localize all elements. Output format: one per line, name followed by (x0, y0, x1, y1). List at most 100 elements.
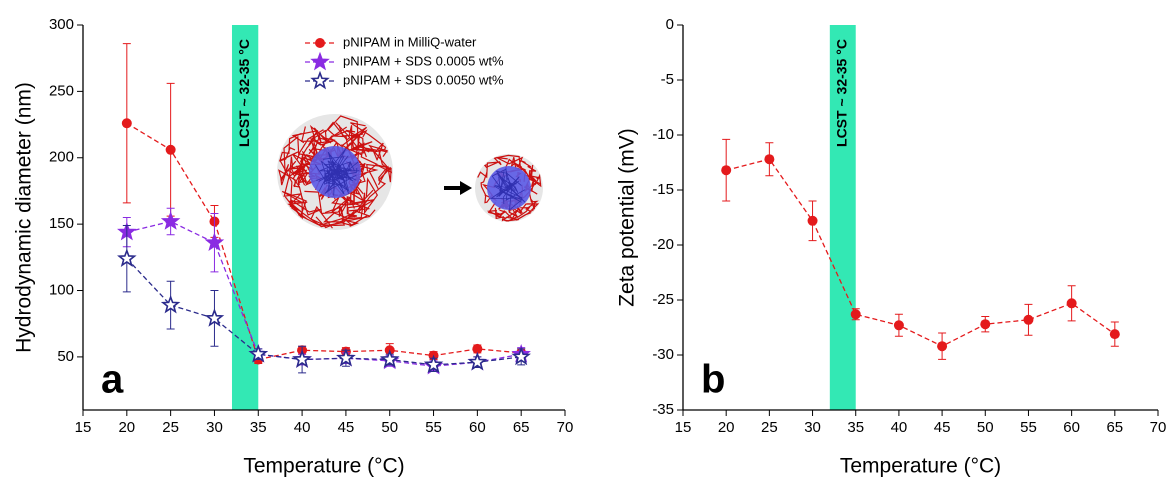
data-point (336, 347, 356, 367)
x-tick-label: 20 (718, 419, 735, 436)
data-point (117, 248, 137, 267)
y-tick-label: 250 (49, 82, 74, 99)
core-chain (495, 170, 526, 201)
x-tick-label: 55 (1020, 419, 1037, 436)
x-tick-label: 30 (804, 419, 821, 436)
data-point (160, 294, 181, 314)
polymer-chain (304, 190, 349, 215)
polymer-chain (296, 135, 349, 161)
data-point (467, 351, 488, 371)
polymer-chain (283, 156, 303, 206)
legend-label: pNIPAM + SDS 0.0050 wt% (343, 72, 504, 87)
y-tick-label: 200 (49, 149, 74, 166)
polymer-chain (350, 122, 387, 160)
y-tick-label: -25 (652, 291, 674, 308)
core-chain (324, 152, 341, 182)
legend-marker (310, 51, 330, 71)
polymer-chain (291, 165, 307, 186)
y-tick-label: -30 (652, 346, 674, 363)
series-line (126, 220, 522, 367)
polymer-chain (477, 161, 499, 179)
polymer-chain (327, 115, 370, 153)
panel-label: a (101, 358, 124, 402)
data-point (292, 349, 312, 368)
data-point (980, 319, 991, 330)
series-line (126, 122, 522, 361)
polymer-chain (315, 210, 371, 229)
data-point (248, 343, 269, 363)
data-point (472, 343, 483, 354)
x-tick-label: 40 (891, 419, 908, 436)
y-tick-label: -5 (661, 71, 674, 88)
x-tick-label: 65 (1106, 419, 1123, 436)
x-tick-label: 45 (338, 419, 355, 436)
polymer-chain (300, 124, 332, 177)
polymer-chain (529, 164, 542, 188)
data-point (1023, 314, 1034, 325)
y-axis-title: Zeta potential (mV) (616, 128, 639, 307)
legend-label: pNIPAM + SDS 0.0005 wt% (343, 53, 504, 68)
core-chain (319, 163, 360, 180)
legend-label: pNIPAM in MilliQ-water (343, 34, 477, 49)
polymer-chain (335, 122, 373, 152)
x-tick-label: 55 (425, 419, 442, 436)
y-axis-title: Hydrodynamic diameter (nm) (13, 82, 36, 353)
x-tick-label: 60 (469, 419, 486, 436)
x-tick-label: 65 (513, 419, 530, 436)
data-point (160, 211, 181, 230)
x-axis-title: Temperature (°C) (840, 455, 1001, 478)
series-line (726, 158, 1116, 347)
data-point (204, 232, 225, 252)
polymer-chain (510, 157, 534, 180)
data-point (379, 349, 400, 368)
x-tick-label: 35 (250, 419, 267, 436)
data-point (511, 346, 531, 366)
x-tick-label: 50 (381, 419, 398, 436)
x-tick-label: 35 (847, 419, 864, 436)
polymer-chain (480, 171, 493, 204)
data-point (807, 215, 818, 226)
data-point (937, 341, 948, 352)
core-chain (314, 164, 346, 187)
x-axis-title: Temperature (°C) (243, 455, 404, 478)
x-tick-label: 40 (294, 419, 311, 436)
y-tick-label: 300 (49, 16, 74, 33)
core-chain (324, 170, 357, 194)
polymer-chain (324, 199, 369, 219)
x-tick-label: 70 (1150, 419, 1167, 436)
y-tick-label: -15 (652, 181, 674, 198)
band-label: LCST ~ 32-35 °C (236, 39, 252, 147)
y-tick-label: -35 (652, 401, 674, 418)
polymer-chain (288, 166, 309, 188)
polymer-chain (279, 151, 304, 212)
core-chain (322, 156, 352, 180)
band-label: LCST ~ 32-35 °C (833, 39, 849, 147)
data-point (893, 320, 904, 331)
x-tick-label: 60 (1063, 419, 1080, 436)
y-tick-label: 50 (57, 348, 74, 365)
y-tick-label: 100 (49, 281, 74, 298)
polymer-chain (347, 199, 375, 218)
data-point (1109, 329, 1120, 340)
legend-marker (310, 70, 330, 90)
panel-label: b (701, 358, 725, 402)
polymer-chain (510, 205, 531, 219)
polymer-chain (519, 159, 542, 185)
data-point (204, 308, 225, 327)
data-point (165, 144, 176, 155)
polymer-chain (278, 160, 297, 188)
data-point (850, 309, 861, 320)
y-tick-label: -20 (652, 236, 674, 253)
series-line (126, 258, 522, 366)
data-point (121, 118, 132, 129)
arrow-head (460, 181, 472, 195)
polymer-chain (357, 163, 389, 214)
data-point (764, 154, 775, 165)
y-tick-label: 150 (49, 215, 74, 232)
polymer-chain (515, 203, 540, 221)
x-tick-label: 70 (557, 419, 574, 436)
x-tick-label: 30 (206, 419, 223, 436)
x-tick-label: 45 (934, 419, 951, 436)
y-tick-label: -10 (652, 126, 674, 143)
